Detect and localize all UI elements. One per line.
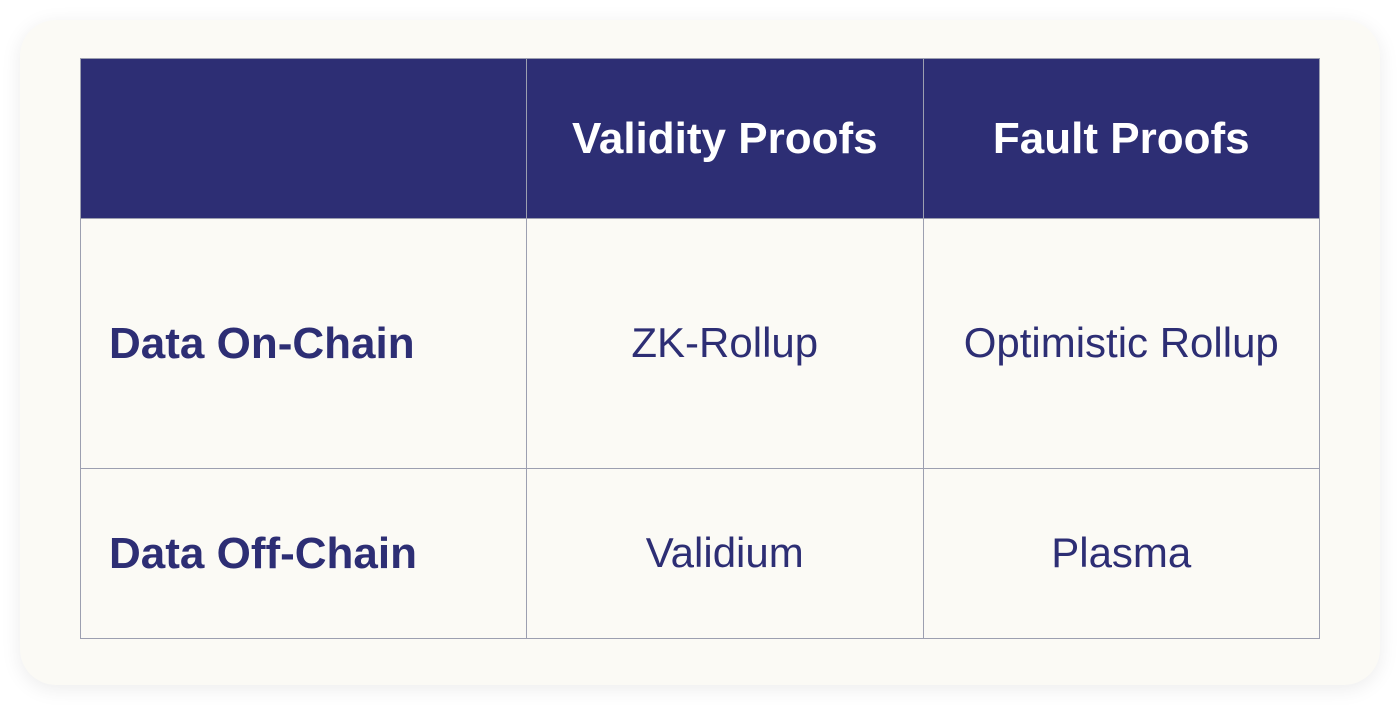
header-fault-proofs: Fault Proofs [923, 59, 1320, 219]
scaling-solutions-table: Validity Proofs Fault Proofs Data On-Cha… [80, 58, 1320, 639]
table-header-row: Validity Proofs Fault Proofs [81, 59, 1320, 219]
header-blank [81, 59, 527, 219]
cell-optimistic-rollup: Optimistic Rollup [923, 219, 1320, 469]
cell-validium: Validium [527, 469, 923, 639]
cell-zk-rollup: ZK-Rollup [527, 219, 923, 469]
cell-plasma: Plasma [923, 469, 1320, 639]
row-label-off-chain: Data Off-Chain [81, 469, 527, 639]
table-row: Data Off-Chain Validium Plasma [81, 469, 1320, 639]
comparison-card: Validity Proofs Fault Proofs Data On-Cha… [20, 20, 1380, 685]
header-validity-proofs: Validity Proofs [527, 59, 923, 219]
row-label-on-chain: Data On-Chain [81, 219, 527, 469]
table-row: Data On-Chain ZK-Rollup Optimistic Rollu… [81, 219, 1320, 469]
